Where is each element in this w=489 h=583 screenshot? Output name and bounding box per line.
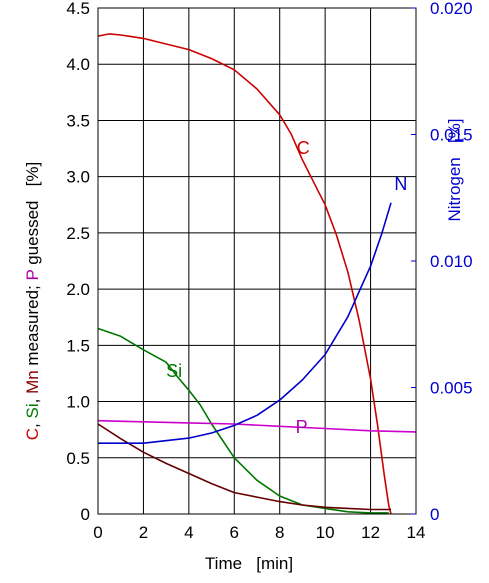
x-tick-label: 4 xyxy=(184,523,193,542)
y-axis-title-part: Mn xyxy=(23,370,42,394)
x-axis-title: Time [min] xyxy=(205,554,293,573)
y-tick-label: 0.5 xyxy=(66,449,90,468)
series-label-c: C xyxy=(297,138,310,158)
x-tick-label: 14 xyxy=(407,523,426,542)
series-line-c xyxy=(97,33,392,515)
y-tick-label: 3.5 xyxy=(66,111,90,130)
y-tick-label: 1.5 xyxy=(66,336,90,355)
y-axis-left: 0 0.5 1.0 1.5 2.0 2.5 3.0 3.5 4.0 4.5 xyxy=(66,0,90,524)
y-right-tick-label: 0.015 xyxy=(430,126,473,145)
y-axis-title-part: guessed [%] xyxy=(23,162,42,270)
y-right-tick-label: 0 xyxy=(430,505,439,524)
y-right-tick-label: 0.005 xyxy=(430,379,473,398)
series-line-si xyxy=(97,327,389,514)
series-label-p: P xyxy=(296,417,308,437)
y-axis-right: 0 0.005 0.010 0.015 0.020 xyxy=(411,0,473,524)
x-tick-label: 12 xyxy=(361,523,380,542)
x-tick-label: 8 xyxy=(275,523,284,542)
y-axis-title-part: P xyxy=(23,269,42,280)
y-tick-label: 0 xyxy=(81,505,90,524)
x-tick-label: 6 xyxy=(230,523,239,542)
series-annotations: C Si P N xyxy=(166,138,407,437)
series-label-si: Si xyxy=(166,361,182,381)
y-axis-title: C, Si, Mn measured; P guessed [%] xyxy=(23,162,42,440)
series-line-p xyxy=(97,419,417,433)
y-tick-label: 3.0 xyxy=(66,168,90,187)
series-layer xyxy=(97,33,417,515)
y-tick-label: 4.5 xyxy=(66,0,90,18)
x-axis: 0 2 4 6 8 10 12 14 xyxy=(93,523,425,542)
x-tick-label: 0 xyxy=(93,523,102,542)
y-axis-title-part: C xyxy=(23,428,42,440)
y-tick-label: 1.0 xyxy=(66,393,90,412)
x-tick-label: 10 xyxy=(316,523,335,542)
series-line-mn xyxy=(97,423,391,511)
y-tick-label: 2.0 xyxy=(66,280,90,299)
y-right-tick-label: 0.020 xyxy=(430,0,473,18)
y-tick-label: 4.0 xyxy=(66,55,90,74)
y-axis-title-part: measured; xyxy=(23,281,42,371)
y-axis-title-part: Si xyxy=(23,403,42,418)
y-axis-title-part: , xyxy=(23,419,42,428)
x-tick-label: 2 xyxy=(139,523,148,542)
series-label-n: N xyxy=(394,174,407,194)
y-right-tick-label: 0.010 xyxy=(430,252,473,271)
y-tick-label: 2.5 xyxy=(66,224,90,243)
y-axis-title-part: , xyxy=(23,394,42,403)
y-axis-right-title: Nitrogen [%] xyxy=(445,119,464,222)
series-line-n xyxy=(98,202,392,445)
